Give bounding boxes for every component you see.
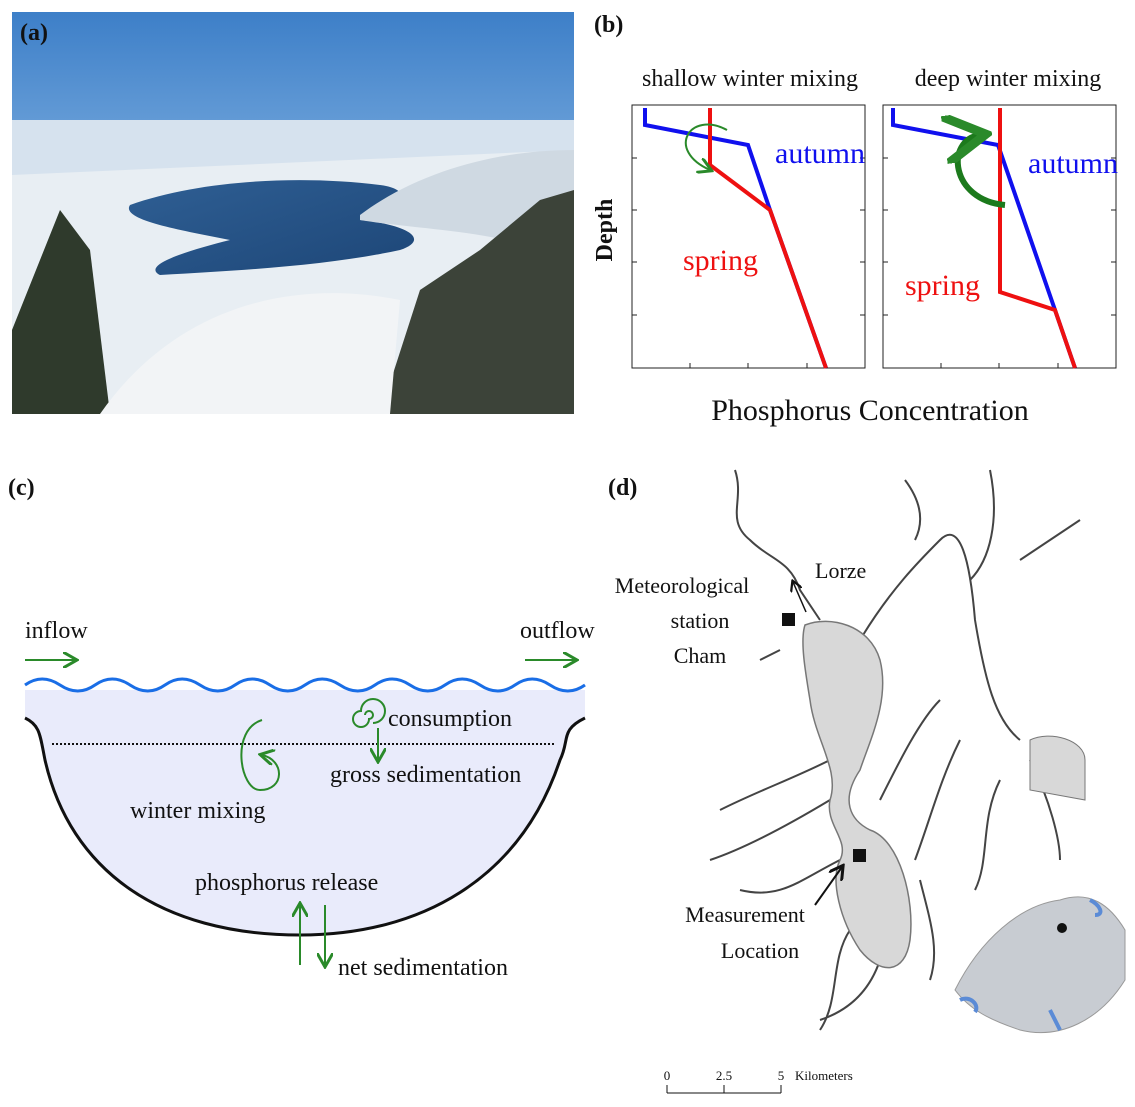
map-label: Measurement [685,902,805,927]
scale-label: Kilometers [795,1068,853,1083]
map [667,470,1125,1093]
curve-label: autumn [775,137,865,170]
map-label: Lorze [815,558,866,583]
process-label: consumption [388,706,512,732]
map-label: Cham [674,643,727,668]
photo [12,12,574,414]
curve-label: spring [683,244,758,277]
panel-label: (d) [608,475,637,501]
process-label: net sedimentation [338,955,508,981]
process-label: inflow [25,618,88,644]
process-label: gross sedimentation [330,762,521,788]
panel-label: (b) [594,12,623,38]
plot-title: shallow winter mixing [642,66,858,92]
axis-label: Depth [592,199,618,262]
panel-label: (c) [8,475,35,501]
map-label: Location [721,938,799,963]
panel-label: (a) [20,20,48,46]
figure: (a) (b) shallow winter mixing deep winte… [0,0,1135,1107]
plot-title: deep winter mixing [915,66,1102,92]
scale-label: 2.5 [716,1068,732,1083]
scale-label: 0 [664,1068,671,1083]
process-label: outflow [520,618,595,644]
plot-frames [632,105,1116,368]
curve-label: spring [905,269,980,302]
process-label: winter mixing [130,798,265,824]
map-label: station [671,608,730,633]
axis-label: Phosphorus Concentration [711,394,1028,427]
scale-label: 5 [778,1068,785,1083]
map-label: Meteorological [615,573,749,598]
curve-label: autumn [1028,147,1118,180]
process-label: phosphorus release [195,870,378,896]
